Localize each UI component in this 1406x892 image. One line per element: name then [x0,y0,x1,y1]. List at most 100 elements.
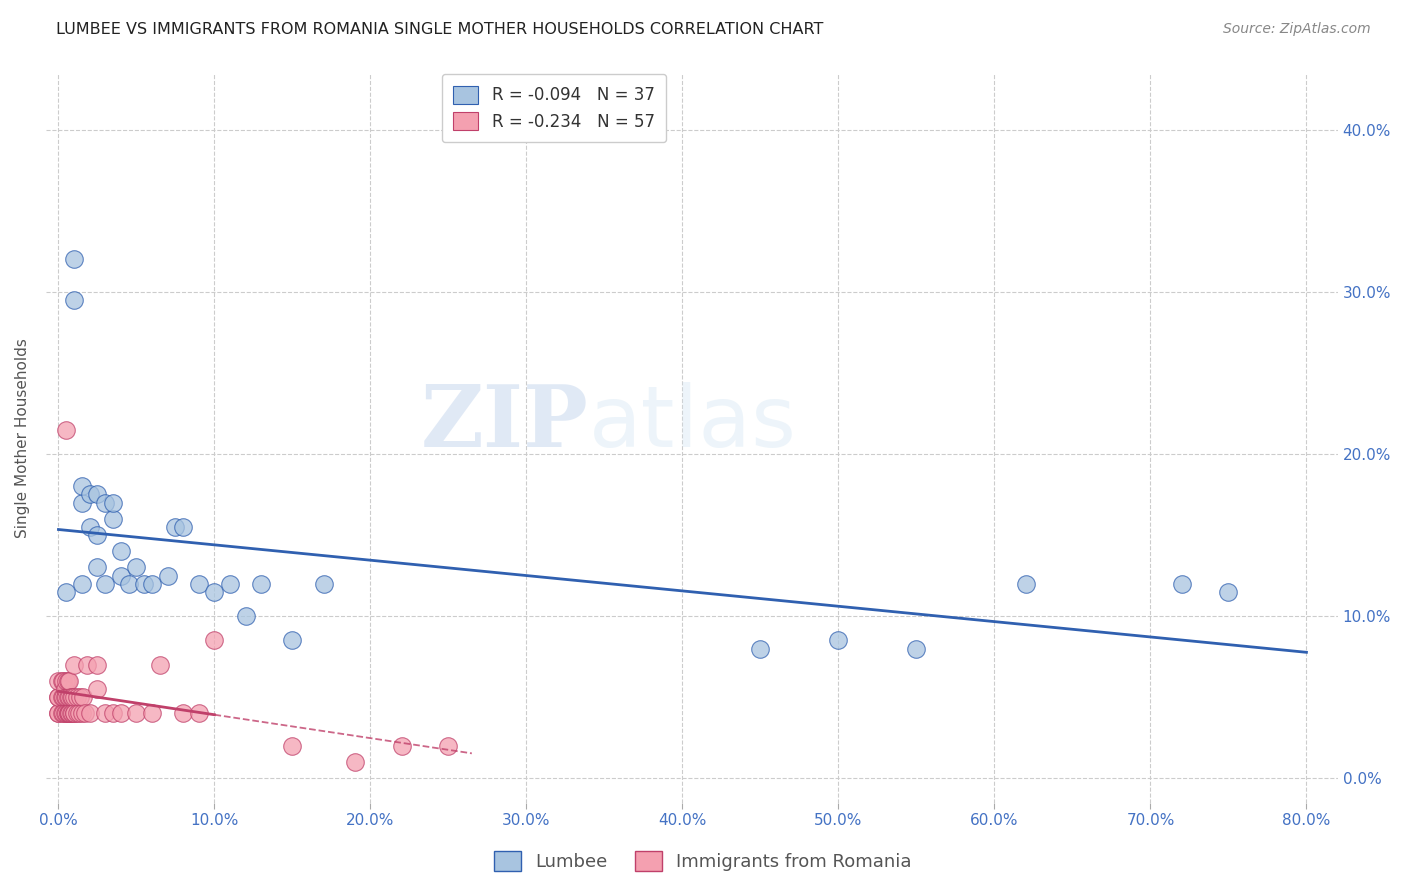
Point [187,576,209,591]
Point [63,252,86,267]
Point [86,528,108,542]
Point [51,690,73,705]
Point [55,706,77,721]
Y-axis label: Single Mother Households: Single Mother Households [15,338,30,538]
Point [905,641,928,656]
Point [281,739,304,753]
Point [66,690,89,705]
Point [52,690,75,705]
Point [343,755,366,769]
Point [52,673,75,688]
Point [134,576,156,591]
Point [63,706,86,721]
Point [250,576,273,591]
Point [59,706,82,721]
Point [156,568,179,582]
Point [281,633,304,648]
Point [94,576,117,591]
Point [86,560,108,574]
Point [70,495,93,509]
Point [204,633,226,648]
Point [125,560,148,574]
Point [55,690,77,705]
Point [48,690,70,705]
Point [219,576,242,591]
Point [110,706,132,721]
Point [1014,576,1036,591]
Point [79,487,101,501]
Point [52,706,75,721]
Point [67,706,90,721]
Point [56,673,79,688]
Text: Source: ZipAtlas.com: Source: ZipAtlas.com [1223,22,1371,37]
Point [204,584,226,599]
Point [79,520,101,534]
Point [187,706,209,721]
Point [437,739,460,753]
Point [86,487,108,501]
Text: atlas: atlas [589,382,796,465]
Point [63,690,86,705]
Point [58,706,80,721]
Legend: Lumbee, Immigrants from Romania: Lumbee, Immigrants from Romania [486,844,920,879]
Point [51,706,73,721]
Point [55,423,77,437]
Point [172,520,194,534]
Point [118,576,141,591]
Point [48,690,70,705]
Point [141,576,163,591]
Point [79,706,101,721]
Point [172,706,194,721]
Legend: R = -0.094   N = 37, R = -0.234   N = 57: R = -0.094 N = 37, R = -0.234 N = 57 [441,74,666,142]
Point [70,479,93,493]
Point [63,293,86,307]
Point [62,690,84,705]
Point [55,584,77,599]
Point [63,706,86,721]
Point [53,706,76,721]
Point [827,633,849,648]
Text: ZIP: ZIP [420,381,589,465]
Point [70,576,93,591]
Point [70,706,93,721]
Point [56,690,79,705]
Point [73,706,96,721]
Point [48,706,70,721]
Point [48,673,70,688]
Point [86,657,108,672]
Point [56,706,79,721]
Point [55,673,77,688]
Point [1218,584,1240,599]
Point [76,657,98,672]
Point [56,706,79,721]
Point [53,681,76,696]
Point [58,690,80,705]
Point [62,706,84,721]
Text: LUMBEE VS IMMIGRANTS FROM ROMANIA SINGLE MOTHER HOUSEHOLDS CORRELATION CHART: LUMBEE VS IMMIGRANTS FROM ROMANIA SINGLE… [56,22,824,37]
Point [110,568,132,582]
Point [86,681,108,696]
Point [141,706,163,721]
Point [391,739,413,753]
Point [63,657,86,672]
Point [94,495,117,509]
Point [149,657,172,672]
Point [48,706,70,721]
Point [53,690,76,705]
Point [235,609,257,624]
Point [101,495,124,509]
Point [66,706,89,721]
Point [58,673,80,688]
Point [1170,576,1192,591]
Point [749,641,772,656]
Point [72,690,94,705]
Point [51,673,73,688]
Point [69,690,91,705]
Point [58,706,80,721]
Point [101,512,124,526]
Point [110,544,132,558]
Point [94,706,117,721]
Point [101,706,124,721]
Point [59,690,82,705]
Point [125,706,148,721]
